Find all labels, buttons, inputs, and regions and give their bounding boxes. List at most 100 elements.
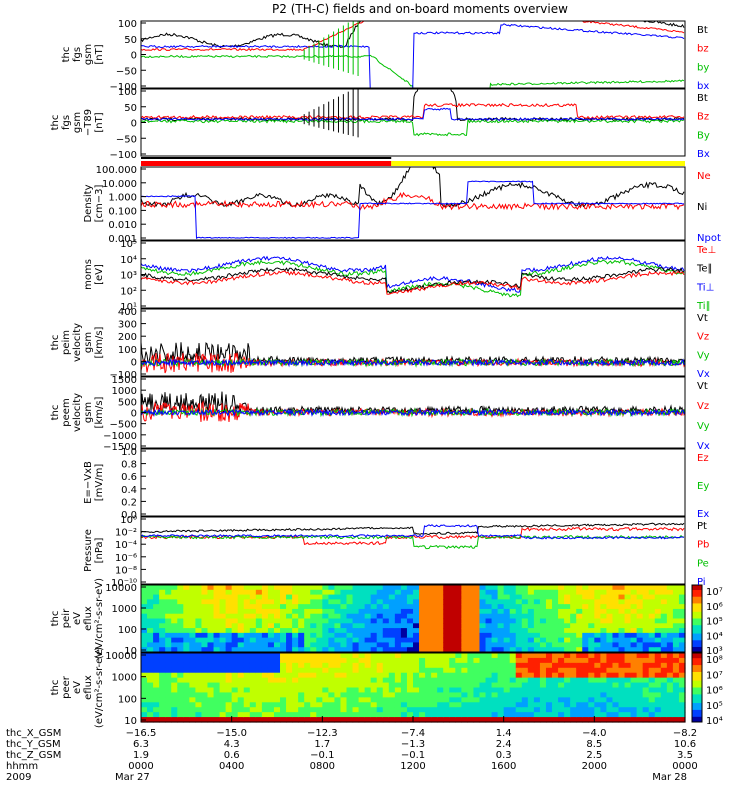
y-tick-label: 0 [131, 51, 137, 62]
ylabel-line: [mV/m] [94, 464, 105, 502]
y-tick-label: 10⁵ [120, 239, 137, 250]
ylabel-temperature: moms [eV] [83, 259, 105, 290]
spectrogram-layer [141, 585, 686, 723]
y-tick-label: −500 [110, 420, 137, 431]
legend-entry: by [697, 62, 709, 73]
x-tick-label: 1200 [400, 761, 425, 772]
legend-entry: Ti∥ [696, 301, 711, 312]
x-tick-label: 2.4 [496, 739, 512, 750]
panel-peem_vel-traces [141, 391, 685, 422]
y-tick-label: −1500 [103, 442, 137, 453]
ylabel-line: [cm−3] [94, 185, 105, 223]
x-tick-label: −7.4 [401, 728, 425, 739]
x-tick-label: 1600 [491, 761, 516, 772]
y-tick-label: 1.000 [108, 193, 137, 204]
y-tick-label: 500 [118, 397, 137, 408]
panel-temperature-traces [141, 255, 685, 298]
x-tick-label: 6.3 [133, 739, 149, 750]
ylabel-line: thc [50, 405, 61, 421]
legend-entry: Bx [697, 149, 710, 160]
panel-density-traces [141, 167, 685, 240]
y-tick-label: 10.000 [102, 179, 137, 190]
colorbar-label: 10⁶ [706, 686, 723, 697]
legend-entry: Bt [697, 93, 708, 104]
legend-entry: Ti⊥ [696, 282, 714, 293]
ylabel-line: gsm [83, 332, 94, 353]
status-bar-segment-0 [141, 161, 392, 166]
panel-peim_vel [141, 342, 685, 374]
axes-layer [140, 20, 703, 723]
trace-ni [141, 167, 685, 209]
ylabel-line: [nT] [94, 44, 105, 64]
x-tick-label: Mar 28 [652, 772, 687, 783]
ylabel-line: (eV/cm²-s-sr-eV) [94, 647, 105, 728]
ylabel-fgs: thc fgs gsm [nT] [61, 44, 105, 65]
ylabel-pressure: Pressure [nPa] [83, 529, 105, 572]
panel-temperature [141, 255, 685, 298]
trace-tepar [141, 267, 685, 294]
ylabel-line: (eV/cm²-s-sr-eV) [94, 578, 105, 659]
x-tick-label: 2.5 [586, 750, 602, 761]
y-tick-label: 10000 [105, 651, 137, 662]
legend-entry: Pt [697, 521, 707, 532]
ylabel-line: peir [61, 608, 72, 628]
legend-entry: Vt [697, 313, 708, 324]
y-tick-label: 100 [118, 345, 137, 356]
x-tick-label: 1.4 [496, 728, 512, 739]
y-tick-label: 10⁻² [115, 528, 137, 539]
trace-vx-peem_vel [141, 407, 685, 418]
ylabel-line: fgs [61, 115, 72, 130]
trace-vx-peim_vel [141, 358, 685, 368]
ylabel-line: eflux [83, 606, 94, 631]
y-tick-label: 0 [131, 409, 137, 420]
legend-entry: Ey [697, 481, 709, 492]
ylabel-line: gsm [72, 112, 83, 133]
y-tick-label: 0 [131, 119, 137, 130]
x-tick-label: −16.5 [126, 728, 157, 739]
trace-bt2 [141, 89, 685, 122]
axes-peir_spec [140, 584, 686, 653]
x-tick-label: 0.6 [224, 750, 240, 761]
y-tick-label: 100 [118, 87, 137, 98]
axes-efield [140, 448, 686, 517]
legend-entry: Te⊥ [696, 245, 716, 256]
ylabel-line: E=−VxB [83, 461, 94, 504]
y-tick-label: 0.0 [121, 510, 137, 521]
y-tick-label: 400 [118, 307, 137, 318]
y-tick-label: 0.6 [121, 472, 137, 483]
panel-pressure-traces [141, 522, 685, 550]
x-row-label: hhmm [6, 761, 38, 772]
colorbar-peer_spec [691, 652, 703, 723]
ylabel-line: moms [83, 259, 94, 290]
ylabel-line: eV [72, 612, 83, 625]
ylabel-peim_vel: thc peim velocity gsm [km/s] [50, 323, 105, 362]
legend-entry: Vy [697, 350, 710, 361]
legend-entry: Vz [697, 332, 709, 343]
panel-fgs_t89-traces [141, 89, 685, 138]
panel-fgs-traces [141, 21, 685, 88]
trace-bx2 [141, 107, 685, 121]
y-tick-label: 0.100 [108, 206, 137, 217]
y-tick-label: 0.2 [121, 497, 137, 508]
y-tick-label: 10⁻⁶ [115, 553, 137, 564]
colorbar-label: 10⁷ [706, 587, 723, 598]
ylabel-peer_spec: thc peer eV eflux (eV/cm²-s-sr-eV) [50, 647, 105, 728]
ylabel-line: velocity [72, 393, 83, 432]
status-bar-ticks [141, 157, 392, 159]
y-tick-label: −100 [110, 370, 137, 381]
x-tick-label: 3.5 [677, 750, 693, 761]
ylabel-line: −T89 [83, 109, 94, 136]
legend-entry: bx [697, 81, 709, 92]
axes-peim_vel [140, 308, 686, 377]
trace-npot [141, 180, 685, 240]
legend-entry: Ni [697, 202, 707, 213]
x-tick-label: −1.3 [401, 739, 425, 750]
legend-entry: Ne [697, 171, 711, 182]
x-tick-label: 1.7 [314, 739, 330, 750]
colorbar-peir_spec [691, 584, 703, 653]
y-tick-label: 1500 [112, 375, 137, 386]
trace-tiperp [141, 255, 685, 293]
y-tick-label: 10⁻⁸ [115, 565, 137, 576]
ylabel-line: thc [61, 47, 72, 63]
